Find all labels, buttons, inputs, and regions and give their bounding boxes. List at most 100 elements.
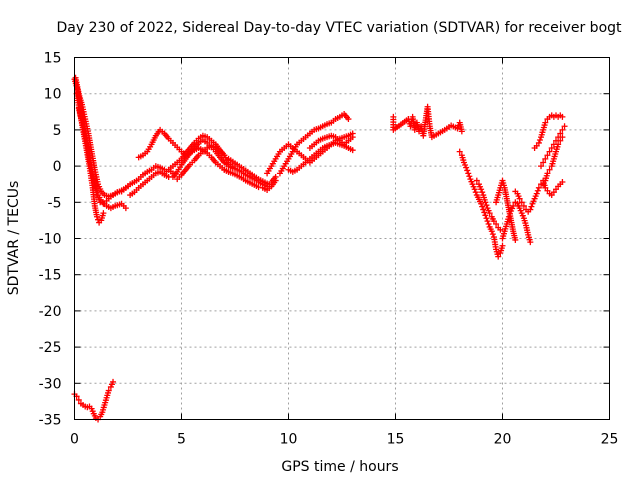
y-tick-label: -10 bbox=[39, 232, 62, 248]
data-point bbox=[516, 195, 523, 202]
data-point bbox=[349, 134, 356, 141]
chart-title: Day 230 of 2022, Sidereal Day-to-day VTE… bbox=[56, 20, 622, 36]
data-point bbox=[483, 215, 490, 222]
data-point bbox=[557, 130, 564, 137]
data-point bbox=[100, 210, 107, 217]
y-tick-label: 5 bbox=[53, 123, 62, 139]
data-point bbox=[512, 236, 519, 243]
series-arc-17 bbox=[306, 132, 356, 151]
data-point bbox=[561, 123, 568, 130]
series-arc-6 bbox=[127, 168, 172, 199]
data-point bbox=[484, 218, 491, 225]
data-point bbox=[122, 205, 129, 212]
series-arc-20 bbox=[456, 148, 506, 260]
data-point bbox=[93, 213, 100, 220]
series-arc-13 bbox=[225, 155, 271, 187]
data-point bbox=[548, 145, 555, 151]
data-point bbox=[534, 187, 541, 194]
series-arc-24 bbox=[512, 188, 532, 215]
series-arc-21 bbox=[473, 177, 504, 233]
y-tick-label: 0 bbox=[53, 159, 62, 175]
series-arc-27 bbox=[538, 123, 568, 170]
y-tick-label: -5 bbox=[48, 195, 62, 211]
data-point bbox=[518, 199, 525, 206]
series-arc-16 bbox=[285, 139, 356, 175]
y-tick-label: -20 bbox=[39, 304, 62, 320]
data-point bbox=[471, 186, 478, 193]
data-point bbox=[264, 180, 271, 187]
series-arc-12 bbox=[221, 166, 279, 193]
data-point bbox=[464, 167, 471, 174]
data-point bbox=[540, 159, 547, 166]
series-arc-18 bbox=[71, 378, 117, 423]
tick-labels: 0 5 10 15 20 25 15 10 5 0 -5 -10 -15 -20 -25 -30 -35 bbox=[39, 51, 619, 448]
data-point bbox=[110, 378, 117, 385]
data-point bbox=[527, 239, 534, 246]
data-point bbox=[480, 206, 487, 213]
data-point bbox=[458, 128, 465, 135]
data-point bbox=[505, 213, 512, 220]
x-tick-label: 15 bbox=[387, 432, 405, 448]
data-point bbox=[557, 137, 564, 144]
data-point bbox=[497, 226, 504, 233]
x-tick-label: 25 bbox=[601, 432, 619, 448]
data-point bbox=[555, 141, 562, 148]
data-point bbox=[349, 147, 356, 154]
data-point bbox=[533, 190, 540, 197]
data-point bbox=[272, 177, 279, 184]
data-point bbox=[499, 242, 506, 249]
data-point bbox=[527, 206, 534, 213]
data-point bbox=[535, 139, 542, 146]
data-point bbox=[345, 116, 352, 123]
data-point bbox=[535, 184, 542, 191]
data-point bbox=[506, 210, 513, 217]
series-arc-14 bbox=[264, 130, 356, 177]
data-point bbox=[495, 253, 502, 260]
y-tick-label: 15 bbox=[44, 51, 62, 67]
x-tick-label: 0 bbox=[70, 432, 79, 448]
data-point bbox=[481, 209, 488, 216]
data-point bbox=[463, 164, 470, 171]
data-point bbox=[528, 203, 535, 210]
data-point bbox=[95, 216, 102, 223]
y-tick-label: -25 bbox=[39, 340, 62, 356]
data-point bbox=[472, 189, 479, 196]
data-point bbox=[221, 152, 228, 159]
data-point bbox=[479, 203, 486, 210]
data-point bbox=[493, 221, 500, 228]
data-point bbox=[454, 125, 461, 132]
data-point bbox=[456, 148, 463, 155]
x-tick-label: 10 bbox=[280, 432, 298, 448]
series-arc-15 bbox=[276, 110, 352, 177]
data-points bbox=[71, 74, 568, 423]
y-tick-label: -15 bbox=[39, 268, 62, 284]
series-arc-19 bbox=[390, 103, 465, 141]
series-arc-25 bbox=[527, 177, 566, 213]
data-point bbox=[466, 173, 473, 180]
data-point bbox=[75, 396, 82, 403]
data-point bbox=[482, 212, 489, 219]
data-point bbox=[520, 202, 527, 209]
data-point bbox=[489, 231, 496, 238]
y-tick-label: 10 bbox=[44, 87, 62, 103]
data-point bbox=[510, 202, 517, 209]
x-tick-label: 5 bbox=[177, 432, 186, 448]
data-point bbox=[546, 166, 553, 173]
series-arc-22 bbox=[493, 177, 519, 243]
y-tick-label: -35 bbox=[39, 413, 62, 429]
series-arc-10 bbox=[174, 142, 228, 183]
y-axis-label: SDTVAR / TECUs bbox=[6, 181, 22, 296]
data-point bbox=[559, 126, 566, 133]
data-point bbox=[105, 387, 112, 394]
data-point bbox=[473, 177, 480, 184]
data-point bbox=[544, 170, 551, 177]
data-point bbox=[559, 113, 566, 120]
y-tick-label: -30 bbox=[39, 376, 62, 392]
data-point bbox=[483, 202, 490, 209]
data-point bbox=[488, 228, 495, 235]
data-point bbox=[485, 221, 492, 228]
series-arc-23 bbox=[499, 199, 534, 246]
data-point bbox=[538, 163, 545, 170]
plot-frame bbox=[74, 57, 610, 420]
